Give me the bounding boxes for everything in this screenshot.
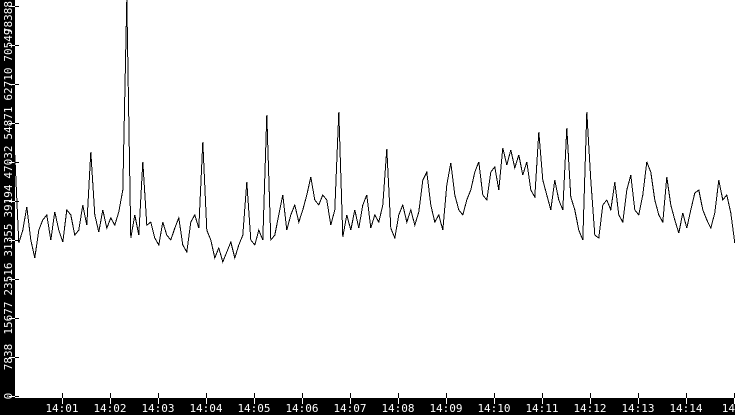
x-axis-tick-label: 14:06 — [285, 402, 318, 415]
x-axis-tick-label: 14:12 — [573, 402, 606, 415]
x-axis-tick-label: 14:02 — [93, 402, 126, 415]
y-axis-tick-label: 78388 — [2, 1, 15, 34]
x-axis-tick-label: 14:05 — [237, 402, 270, 415]
x-axis-tick-label: 14:11 — [525, 402, 558, 415]
x-axis-bar — [15, 398, 735, 415]
y-axis-tick-label: 70549 — [2, 28, 15, 61]
y-axis-bar — [0, 0, 15, 415]
y-axis-tick-label: 54871 — [2, 106, 15, 139]
y-axis-tick-label: 0 — [2, 393, 15, 400]
y-axis-tick-label: 31355 — [2, 223, 15, 256]
x-axis-tick-label: 14 — [722, 402, 735, 415]
x-axis-tick-label: 14:08 — [381, 402, 414, 415]
x-axis-tick-label: 14:03 — [141, 402, 174, 415]
y-axis-tick-label: 15677 — [2, 301, 15, 334]
y-axis-tick-label: 62710 — [2, 67, 15, 100]
x-axis-tick-label: 14:01 — [45, 402, 78, 415]
x-axis-tick-label: 14:09 — [429, 402, 462, 415]
x-axis-tick-label: 14:07 — [333, 402, 366, 415]
y-axis-tick-label: 23516 — [2, 262, 15, 295]
series-line — [14, 0, 735, 264]
y-axis-tick-label: 47032 — [2, 145, 15, 178]
y-axis-tick-label: 7838 — [2, 344, 15, 371]
x-axis-tick-label: 14:10 — [477, 402, 510, 415]
x-axis-tick-label: 14:14 — [669, 402, 702, 415]
x-axis-tick-label: 14:04 — [189, 402, 222, 415]
y-axis-tick-label: 39194 — [2, 184, 15, 217]
x-axis-tick-label: 14:13 — [621, 402, 654, 415]
